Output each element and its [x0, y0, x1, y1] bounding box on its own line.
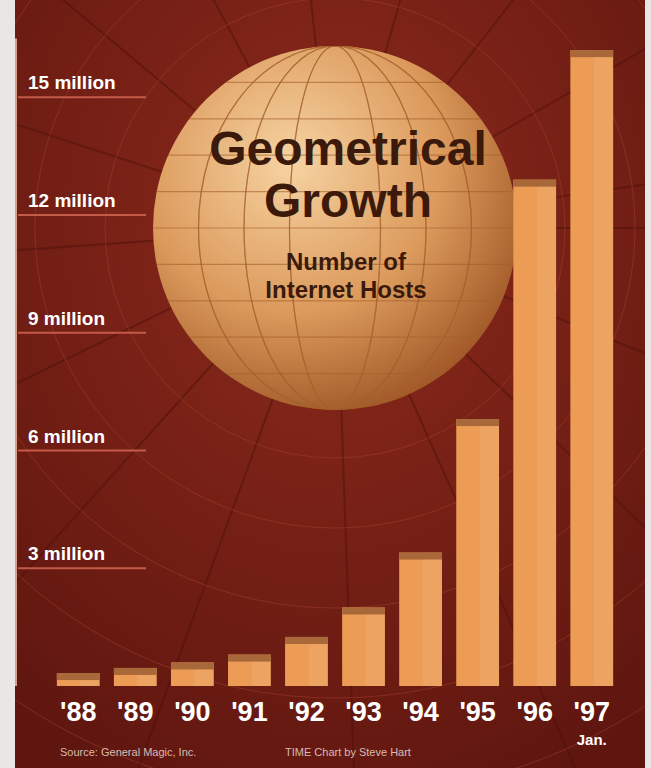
globe — [153, 46, 517, 410]
ring — [15, 0, 645, 698]
bar-shade — [309, 644, 328, 686]
y-tick-label: 9 million — [28, 308, 105, 329]
bar-shade — [480, 426, 499, 686]
title-line: Geometrical — [209, 122, 486, 175]
x-tick: '94 — [402, 697, 438, 727]
y-tick — [18, 567, 146, 569]
x-tick-label: '96 — [516, 697, 552, 727]
y-tick — [18, 214, 146, 216]
ring — [105, 0, 565, 458]
bar-cap — [456, 419, 499, 426]
bar-shade — [423, 560, 442, 686]
bar-shade — [594, 57, 613, 686]
y-axis-line — [15, 38, 17, 686]
background-decoration — [15, 0, 645, 768]
bar-shade — [366, 615, 385, 687]
x-tick: '91 — [231, 697, 267, 727]
x-tick: '89 — [117, 697, 153, 727]
bar — [57, 673, 100, 686]
y-tick-label: 6 million — [28, 426, 105, 447]
bar-shade — [137, 675, 156, 686]
title: GeometricalGrowth — [209, 122, 486, 227]
x-tick-label: '88 — [60, 697, 96, 727]
parallel — [153, 337, 517, 338]
subtitle: Number ofInternet Hosts — [265, 248, 426, 303]
x-tick: '88 — [60, 697, 96, 727]
background — [15, 0, 645, 768]
x-tick: '92 — [288, 697, 324, 727]
bar — [513, 180, 556, 686]
bar — [228, 655, 271, 686]
bars — [57, 50, 613, 686]
bar-shade — [194, 669, 213, 686]
bar-cap — [171, 662, 214, 669]
bar-cap — [228, 655, 271, 662]
bar — [285, 637, 328, 686]
parallel — [153, 82, 517, 83]
annotation: Jan. — [577, 731, 607, 748]
bar-cap — [57, 673, 100, 680]
bar — [114, 668, 157, 686]
title-line: Growth — [264, 174, 432, 227]
y-tick — [18, 450, 146, 452]
bar-cap — [570, 50, 613, 57]
x-tick: '93 — [345, 697, 381, 727]
y-tick-label: 12 million — [28, 190, 116, 211]
ring — [15, 0, 645, 768]
bar-cap — [285, 637, 328, 644]
chart: GeometricalGrowth Number ofInternet Hosts… — [0, 0, 651, 768]
x-tick-label: '97 — [574, 697, 610, 727]
bar — [171, 662, 214, 686]
x-tick-label: '93 — [345, 697, 381, 727]
y-tick-label: 3 million — [28, 543, 105, 564]
parallel — [153, 373, 517, 374]
subtitle-line: Number of — [286, 248, 407, 275]
globe-grid — [153, 46, 517, 410]
credit: TIME Chart by Steve Hart — [285, 746, 411, 758]
bar-shade — [537, 187, 556, 686]
x-tick-label: '89 — [117, 697, 153, 727]
parallel — [153, 118, 517, 119]
x-tick: '95 — [459, 697, 495, 727]
bar — [570, 50, 613, 686]
bar-cap — [399, 553, 442, 560]
globe-body — [153, 46, 517, 410]
y-tick — [18, 332, 146, 334]
bar-cap — [513, 180, 556, 187]
source: Source: General Magic, Inc. — [60, 746, 196, 758]
y-tick-label: 15 million — [28, 72, 116, 93]
bar-shade — [80, 680, 99, 686]
bar-shade — [252, 662, 271, 686]
x-tick-label: '92 — [288, 697, 324, 727]
bar — [342, 608, 385, 687]
x-tick: '97 — [574, 697, 610, 727]
y-axis: 3 million 6 million 9 million 12 million 15 … — [18, 72, 146, 568]
bar-cap — [342, 608, 385, 615]
x-tick-label: '91 — [231, 697, 267, 727]
x-axis: '88 '89 '90 '91 '92 '93 '94 '95 '96 '97 — [60, 697, 610, 727]
x-tick-label: '90 — [174, 697, 210, 727]
bar-cap — [114, 668, 157, 675]
bar — [399, 553, 442, 686]
subtitle-line: Internet Hosts — [265, 276, 426, 303]
y-tick — [18, 96, 146, 98]
x-tick: '96 — [516, 697, 552, 727]
parallel — [153, 227, 517, 228]
x-tick-label: '94 — [402, 697, 438, 727]
bar — [456, 419, 499, 686]
x-tick-label: '95 — [459, 697, 495, 727]
x-tick: '90 — [174, 697, 210, 727]
